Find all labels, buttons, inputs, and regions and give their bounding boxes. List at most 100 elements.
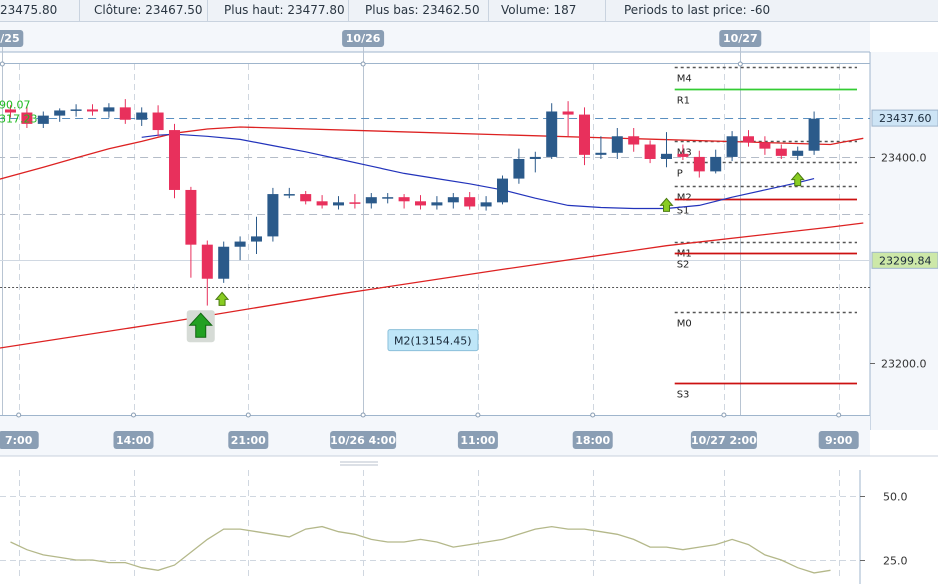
price-tag-box — [871, 251, 938, 269]
ma-tooltip-box — [387, 329, 479, 352]
pivot-label-m3: M3 — [677, 148, 692, 159]
osc-tick-label: 25.0 — [883, 555, 908, 568]
ma-red-slow-line — [0, 222, 864, 349]
time-marker — [836, 412, 842, 418]
time-label: 10/26 4:00 — [330, 434, 396, 447]
candle-body — [365, 197, 377, 204]
candle-body — [693, 156, 705, 172]
time-label-box — [330, 431, 397, 449]
candle-body — [169, 130, 180, 190]
candle-body — [775, 148, 787, 156]
price-tag-label: 23437.60 — [879, 112, 932, 125]
candle-body — [21, 112, 33, 124]
candle-body — [382, 197, 394, 199]
stat-low: Plus bas: 23462.50 — [357, 0, 489, 22]
chart-background — [0, 22, 938, 584]
up-arrow-icon — [214, 291, 230, 306]
candle-body — [218, 246, 230, 279]
candle-body — [726, 136, 738, 157]
oscillator-line — [10, 525, 831, 574]
price-axis-background — [870, 52, 938, 430]
pivot-label-m0: M0 — [677, 319, 692, 330]
candle-body — [447, 197, 459, 203]
time-label-box — [818, 431, 859, 449]
candle-body — [529, 156, 541, 159]
date-label-box — [342, 30, 385, 47]
candle-body — [710, 156, 722, 172]
candle-body — [464, 197, 476, 207]
candle-body — [808, 118, 820, 151]
time-label: 14:00 — [116, 434, 151, 447]
candle-body — [103, 107, 115, 112]
price-tag-box — [871, 109, 938, 127]
date-marker — [737, 61, 743, 67]
pivot-label-m2: M2 — [677, 193, 692, 204]
candle-body — [54, 110, 66, 116]
time-marker — [245, 412, 251, 418]
candle-body — [480, 202, 492, 207]
time-marker — [590, 412, 596, 418]
time-marker — [721, 412, 727, 418]
candle-body — [661, 153, 672, 159]
stat-close: Clôture: 23467.50 — [86, 0, 208, 22]
time-label: 10/27 2:00 — [691, 434, 757, 447]
time-label: 7:00 — [5, 434, 33, 447]
candle-body — [234, 241, 246, 247]
pivot-label-s1: S1 — [677, 206, 690, 217]
pivot-label-s3: S3 — [677, 390, 690, 401]
candle-body — [283, 194, 295, 196]
candle-body — [300, 194, 312, 202]
stats-bar: 23475.80 Clôture: 23467.50 Plus haut: 23… — [0, 0, 938, 22]
pivot-label-r1: R1 — [677, 96, 690, 107]
left-value-label: 317.23 — [0, 113, 38, 126]
candle-body — [152, 112, 164, 131]
time-label-box — [457, 431, 498, 449]
candle-body — [37, 115, 49, 124]
candle-body — [611, 136, 623, 153]
candle-body — [398, 197, 410, 202]
candle-body — [70, 109, 82, 111]
stat-open: 23475.80 — [0, 0, 80, 22]
pivot-label-p: P — [677, 169, 683, 180]
candle-body — [87, 109, 98, 112]
candle-body — [792, 150, 804, 156]
up-arrow-icon — [188, 312, 213, 338]
price-tick-label: 23400.0 — [881, 152, 927, 165]
time-label: 11:00 — [460, 434, 495, 447]
candle-body — [185, 189, 197, 245]
time-marker — [360, 412, 366, 418]
candle-body — [628, 136, 640, 145]
time-label-box — [0, 431, 39, 449]
candle-body — [743, 136, 754, 143]
stat-volume: Volume: 187 — [493, 0, 606, 22]
candle-body — [579, 114, 590, 155]
up-arrow-icon — [659, 197, 674, 212]
candle-body — [267, 194, 279, 237]
date-marker — [0, 61, 5, 67]
time-label: 21:00 — [231, 434, 266, 447]
time-marker — [131, 412, 136, 418]
price-tick-label: 23200.0 — [881, 358, 927, 371]
candle-body — [546, 111, 558, 157]
ma-blue-line — [141, 133, 815, 210]
candle-body — [333, 202, 344, 206]
candle-body — [513, 158, 525, 179]
candle-body — [201, 244, 213, 279]
candle-body — [595, 152, 607, 155]
candle-body — [431, 202, 443, 206]
time-label: 9:00 — [825, 434, 853, 447]
candle-body — [316, 201, 328, 206]
candle-body — [562, 111, 574, 115]
candle-body — [677, 153, 689, 157]
date-label: 10/25 — [0, 32, 20, 45]
time-label-box — [690, 431, 757, 449]
candle-body — [759, 142, 771, 149]
candle-body — [644, 144, 656, 159]
date-label: 10/26 — [346, 32, 381, 45]
candle-body — [251, 236, 262, 242]
time-label-box — [228, 431, 269, 449]
time-marker — [475, 412, 481, 418]
date-marker — [360, 61, 366, 67]
